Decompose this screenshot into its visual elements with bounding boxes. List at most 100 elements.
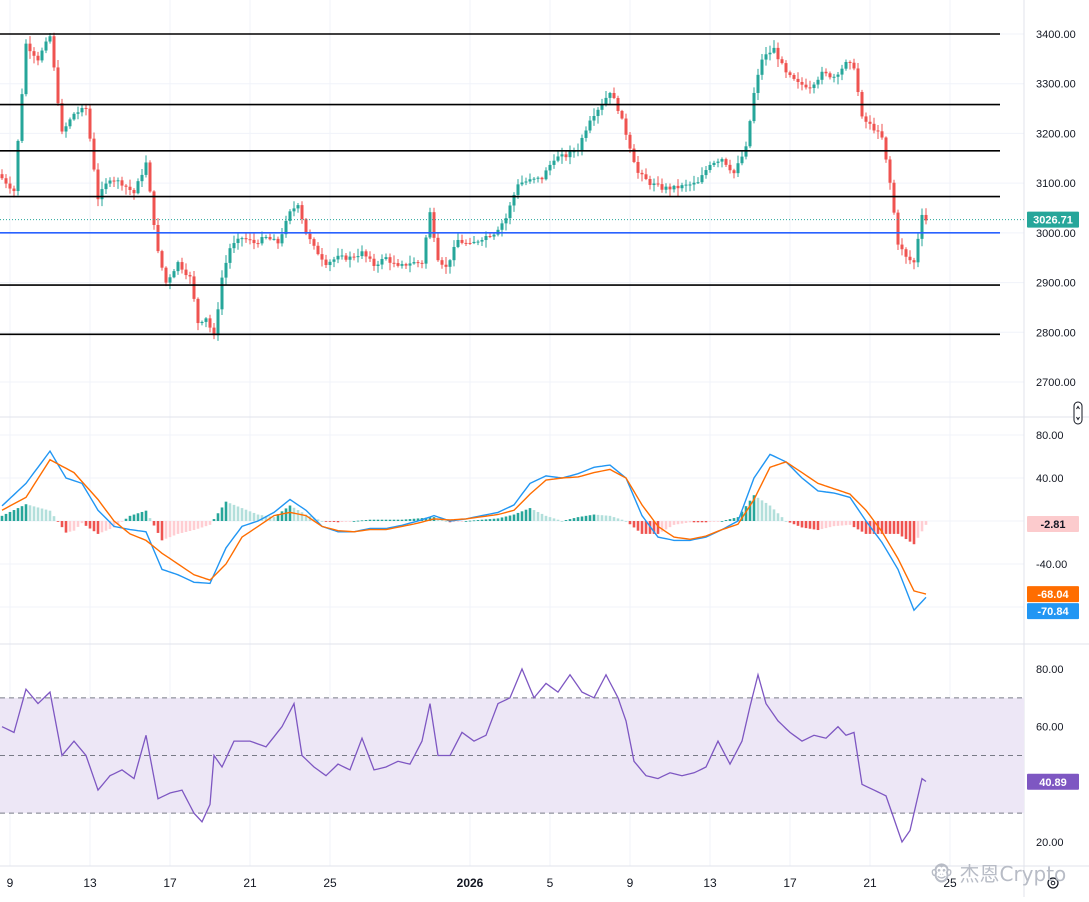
candle-body — [16, 140, 20, 192]
macd-histogram-bar — [200, 521, 204, 528]
candle-body — [880, 131, 884, 138]
candle-body — [292, 208, 296, 212]
macd-histogram-bar — [356, 520, 360, 522]
macd-histogram-bar — [136, 513, 140, 521]
macd-histogram-bar — [244, 509, 248, 521]
candle-body — [240, 238, 244, 240]
macd-histogram-bar — [652, 521, 656, 534]
macd-histogram-bar — [596, 514, 600, 521]
macd-histogram-bar — [784, 521, 788, 522]
candle-body — [888, 159, 892, 183]
macd-histogram-bar — [156, 521, 160, 533]
candle-body — [768, 52, 772, 55]
candle-body — [660, 184, 664, 190]
price-tick-label: 3300.00 — [1036, 79, 1076, 91]
macd-histogram-bar — [412, 518, 416, 521]
candle-body — [360, 251, 364, 257]
time-tick-label: 25 — [943, 876, 957, 890]
candle-body — [344, 255, 348, 260]
candle-body — [800, 81, 804, 85]
macd-histogram-bar — [588, 515, 592, 521]
candle-body — [244, 238, 248, 240]
macd-histogram-bar — [232, 504, 236, 521]
macd-histogram-bar — [252, 512, 256, 521]
macd-histogram-bar — [832, 521, 836, 527]
candle-body — [36, 55, 40, 61]
candle-body — [876, 130, 880, 132]
horizontal-levels[interactable] — [0, 33, 1000, 336]
macd-histogram-bar — [552, 518, 556, 521]
macd-histogram-bar — [904, 521, 908, 540]
price-tick-label: 2900.00 — [1036, 278, 1076, 290]
macd-histogram-bar — [644, 521, 648, 534]
candle-body — [428, 212, 432, 238]
macd-histogram-bar — [144, 510, 148, 521]
macd-histogram-bar — [524, 509, 528, 521]
macd-histogram-bar — [468, 520, 472, 522]
macd-value-badge: -70.84 — [1037, 606, 1069, 618]
macd-histogram-bar — [44, 509, 48, 521]
time-tick-label: 2026 — [457, 876, 484, 890]
candle-body — [456, 239, 460, 247]
price-tick-label: 2700.00 — [1036, 377, 1076, 389]
candle-body — [108, 180, 112, 184]
macd-histogram-bar — [924, 521, 928, 525]
macd-histogram-bar — [240, 508, 244, 521]
watermark: 🐵 杰恩Crypto — [930, 862, 1067, 886]
time-tick-label: 13 — [703, 876, 717, 890]
rsi-value-badge: 40.89 — [1039, 777, 1067, 789]
candle-body — [220, 277, 224, 310]
macd-histogram-bar — [264, 515, 268, 521]
price-tick-label: 2800.00 — [1036, 327, 1076, 339]
candle-body — [468, 242, 472, 244]
macd-histogram-bar — [424, 517, 428, 521]
macd-histogram-bar — [636, 521, 640, 531]
candle-body — [564, 154, 568, 158]
candle-body — [816, 79, 820, 85]
candle-body — [148, 162, 152, 192]
macd-histogram-bar — [664, 521, 668, 530]
macd-histogram-bar — [788, 521, 792, 523]
candle-body — [868, 121, 872, 124]
candle-body — [696, 182, 700, 184]
candle-body — [260, 237, 264, 244]
macd-histogram-bar — [688, 521, 692, 523]
macd-histogram-bar — [460, 521, 464, 522]
candle-body — [572, 151, 576, 153]
candle-body — [688, 184, 692, 186]
candle-body — [132, 189, 136, 194]
macd-histogram-bar — [316, 519, 320, 521]
signal-value-badge-bg — [1027, 586, 1079, 603]
candle-body — [80, 107, 84, 113]
candle-body — [728, 164, 732, 171]
gear-icon[interactable] — [1047, 877, 1059, 889]
candle-body — [804, 84, 808, 88]
macd-histogram-bar — [916, 521, 920, 538]
macd-histogram-bar — [600, 515, 604, 521]
candle-body — [644, 174, 648, 180]
macd-histogram-bar — [620, 519, 624, 521]
price-axis[interactable]: 3400.00 3300.00 3200.00 3100.00 3000.00 2900.… — [1036, 29, 1076, 849]
macd-histogram-bar — [856, 521, 860, 530]
candle-body — [184, 269, 188, 276]
time-axis[interactable]: 9 13 17 21 25 2026 5 9 13 17 21 25 — [7, 876, 957, 890]
candle-body — [480, 240, 484, 242]
candle-body — [400, 264, 404, 266]
candle-body — [796, 78, 800, 82]
macd-histogram-bar — [548, 517, 552, 521]
candle-body — [356, 256, 360, 258]
macd-histogram-bar — [340, 521, 344, 522]
macd-histogram-bar — [276, 514, 280, 521]
macd-histogram-bar — [844, 521, 848, 526]
macd-histogram-bar — [892, 521, 896, 534]
macd-tick-label: 80.00 — [1036, 430, 1064, 442]
macd-histogram-bar — [764, 502, 768, 521]
macd-histogram-bar — [572, 518, 576, 521]
pane-resize-handle[interactable] — [1073, 401, 1083, 425]
candle-body — [492, 234, 496, 237]
time-tick-label: 9 — [627, 876, 634, 890]
macd-histogram-bar — [36, 507, 40, 521]
candle-body — [720, 159, 724, 162]
